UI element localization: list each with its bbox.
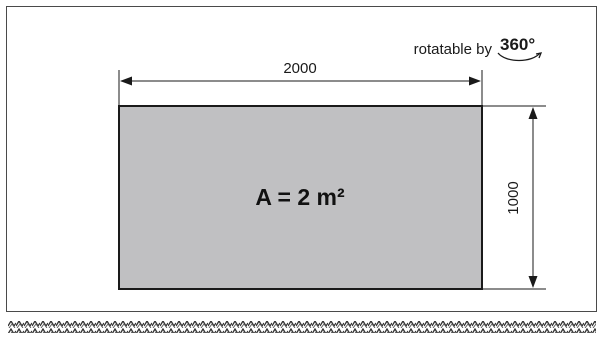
floor-hatch [8, 321, 596, 333]
arrowhead-left [120, 76, 132, 86]
arrowhead-top [528, 107, 538, 119]
panel-rectangle [118, 105, 483, 290]
rotate-360-icon: 360° [497, 35, 543, 62]
height-dimension: 1000 [482, 105, 546, 290]
width-dimension: 2000 [118, 60, 483, 106]
arrowhead-right [469, 76, 481, 86]
width-label: 2000 [283, 60, 316, 77]
arrowhead-bottom [528, 276, 538, 288]
height-label: 1000 [505, 181, 522, 214]
rotation-label: rotatable by [414, 41, 493, 58]
rotation-degrees: 360° [500, 35, 535, 54]
area-label: A = 2 m² [255, 184, 345, 210]
